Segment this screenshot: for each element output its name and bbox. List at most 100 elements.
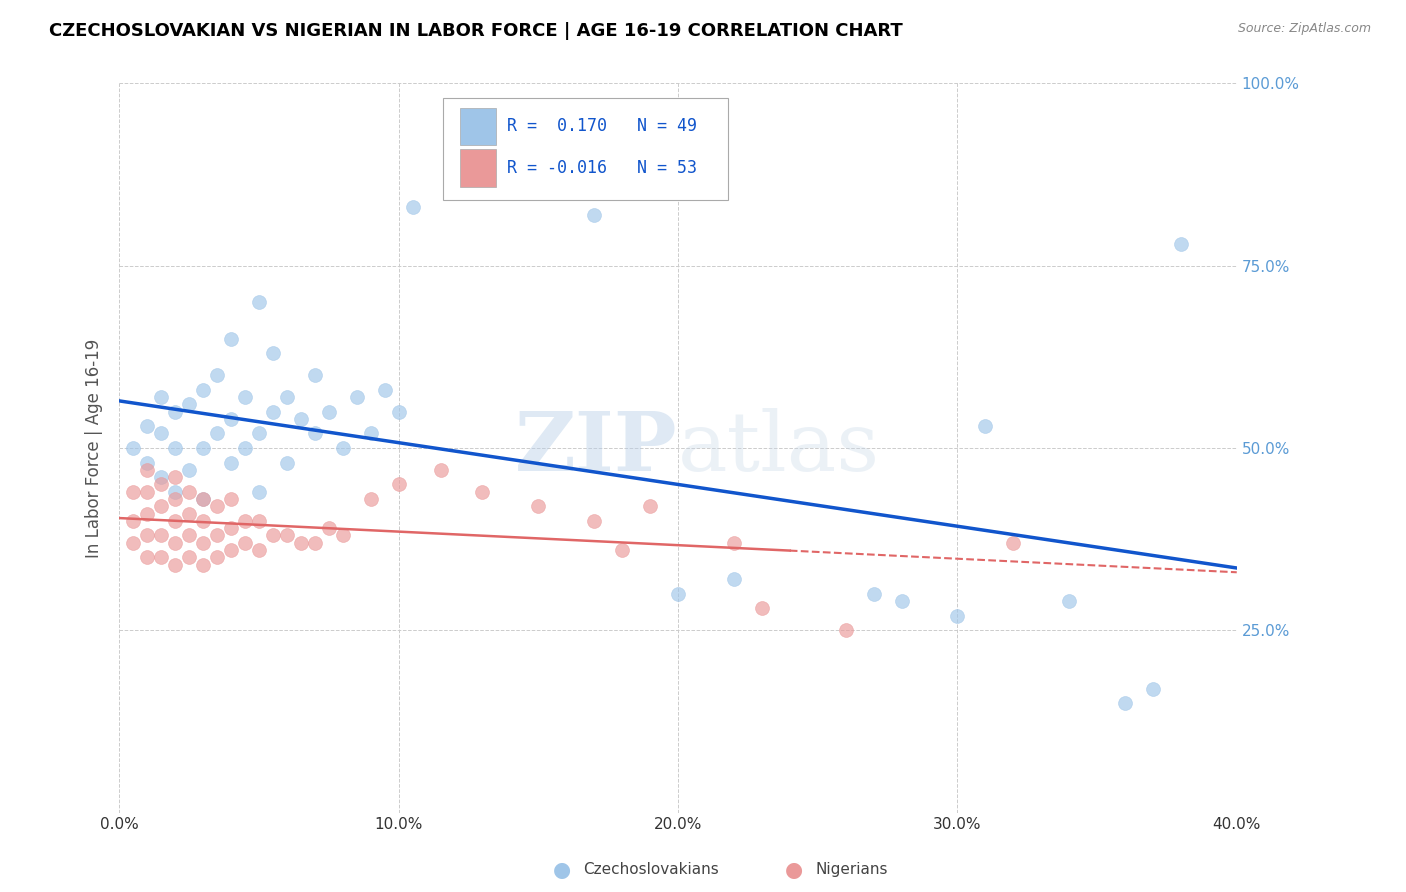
Point [165, 535, 187, 549]
Point [247, 295, 270, 310]
Point [122, 514, 145, 528]
Point [150, 477, 173, 491]
FancyBboxPatch shape [460, 149, 496, 187]
Point [318, 404, 340, 418]
Point [136, 528, 159, 542]
Point [219, 543, 242, 558]
Point [205, 426, 228, 441]
FancyBboxPatch shape [460, 108, 496, 145]
Point [247, 543, 270, 558]
Point [150, 528, 173, 542]
Point [247, 484, 270, 499]
Point [179, 550, 201, 565]
Point [610, 543, 633, 558]
Point [374, 383, 396, 397]
Point [233, 390, 256, 404]
Point [304, 426, 326, 441]
Point [262, 346, 284, 360]
Point [233, 441, 256, 455]
Point [233, 535, 256, 549]
Text: ●: ● [554, 860, 571, 880]
Text: ●: ● [786, 860, 803, 880]
Point [974, 419, 997, 434]
Text: R = -0.016   N = 53: R = -0.016 N = 53 [508, 159, 697, 177]
Point [346, 390, 368, 404]
Point [862, 587, 884, 601]
Point [205, 550, 228, 565]
Text: Czechoslovakians: Czechoslovakians [583, 863, 720, 877]
Text: ZIP: ZIP [516, 408, 678, 488]
Point [890, 594, 912, 608]
Point [332, 528, 354, 542]
Point [122, 535, 145, 549]
Point [723, 535, 745, 549]
Point [136, 550, 159, 565]
Point [205, 368, 228, 382]
Point [165, 441, 187, 455]
Point [191, 491, 214, 506]
Point [304, 535, 326, 549]
Point [318, 521, 340, 535]
Point [360, 426, 382, 441]
Text: Source: ZipAtlas.com: Source: ZipAtlas.com [1237, 22, 1371, 36]
Point [165, 514, 187, 528]
Point [290, 412, 312, 426]
Point [276, 456, 298, 470]
Point [136, 456, 159, 470]
Point [638, 500, 661, 514]
Point [205, 500, 228, 514]
Point [290, 535, 312, 549]
Point [191, 535, 214, 549]
Point [262, 404, 284, 418]
Point [219, 412, 242, 426]
Point [179, 463, 201, 477]
Point [583, 514, 606, 528]
Point [150, 500, 173, 514]
Point [219, 332, 242, 346]
Point [1142, 681, 1164, 696]
Point [219, 456, 242, 470]
Point [191, 514, 214, 528]
Text: atlas: atlas [678, 408, 880, 488]
Point [122, 441, 145, 455]
Point [191, 491, 214, 506]
Point [122, 484, 145, 499]
Point [179, 528, 201, 542]
Point [666, 587, 689, 601]
Point [247, 426, 270, 441]
Point [388, 477, 411, 491]
Point [1114, 696, 1136, 710]
Y-axis label: In Labor Force | Age 16-19: In Labor Force | Age 16-19 [86, 338, 103, 558]
Point [191, 383, 214, 397]
Point [136, 419, 159, 434]
Point [304, 368, 326, 382]
Point [401, 200, 423, 214]
Point [1170, 236, 1192, 251]
Point [276, 390, 298, 404]
Text: Nigerians: Nigerians [815, 863, 889, 877]
Point [179, 484, 201, 499]
Point [136, 484, 159, 499]
Point [165, 404, 187, 418]
Point [751, 601, 773, 615]
Point [360, 491, 382, 506]
Point [247, 514, 270, 528]
Point [233, 514, 256, 528]
Point [429, 463, 451, 477]
Text: R =  0.170   N = 49: R = 0.170 N = 49 [508, 118, 697, 136]
Point [150, 550, 173, 565]
Point [583, 208, 606, 222]
Point [165, 491, 187, 506]
Point [219, 491, 242, 506]
Point [205, 528, 228, 542]
Point [262, 528, 284, 542]
Point [136, 463, 159, 477]
FancyBboxPatch shape [443, 98, 728, 200]
Point [332, 441, 354, 455]
Point [388, 404, 411, 418]
Point [136, 507, 159, 521]
Point [165, 558, 187, 572]
Point [191, 558, 214, 572]
Point [219, 521, 242, 535]
Point [471, 484, 494, 499]
